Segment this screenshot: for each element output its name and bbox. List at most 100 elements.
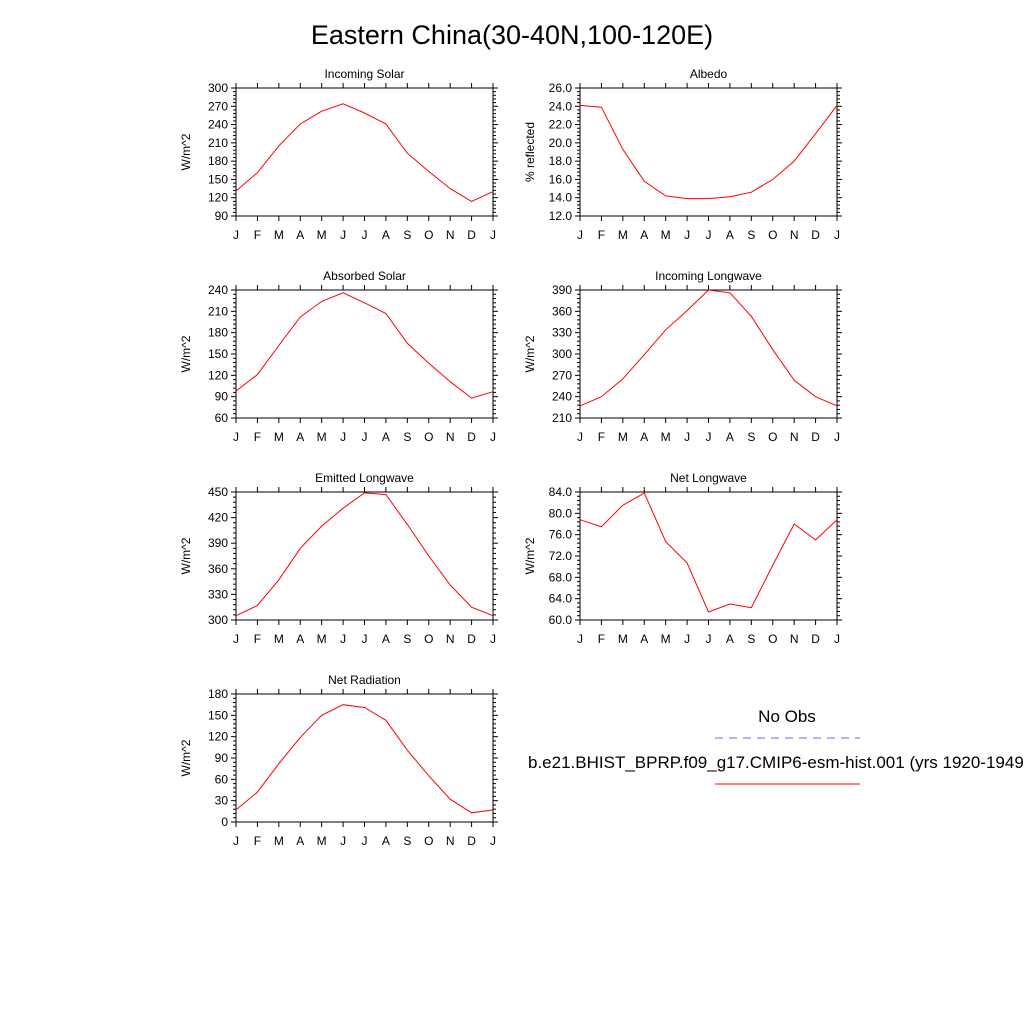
data-point: [751, 607, 752, 608]
x-tick-label: J: [233, 834, 239, 848]
y-tick-label: 0: [221, 815, 228, 829]
data-point: [342, 103, 343, 104]
y-tick-label: 180: [208, 326, 228, 340]
x-tick-label: A: [640, 632, 648, 646]
x-tick-label: D: [467, 430, 476, 444]
data-point: [407, 524, 408, 525]
x-tick-label: J: [834, 228, 840, 242]
data-point: [686, 562, 687, 563]
y-tick-label: 210: [208, 304, 228, 318]
chart-title: Incoming Solar: [324, 67, 404, 81]
data-point: [450, 584, 451, 585]
data-point: [579, 105, 580, 106]
data-point: [321, 526, 322, 527]
x-tick-label: F: [598, 632, 605, 646]
chart-title: Emitted Longwave: [315, 471, 414, 485]
x-tick-label: J: [490, 632, 496, 646]
x-tick-label: F: [254, 228, 261, 242]
x-tick-label: J: [706, 632, 712, 646]
data-point: [815, 539, 816, 540]
x-tick-label: M: [618, 430, 628, 444]
chart-panel: Incoming Solar W/m^2 90 120 150 180 210 240 270 3…: [179, 67, 498, 242]
x-tick-label: M: [661, 228, 671, 242]
data-point: [708, 198, 709, 199]
series-line: [235, 704, 494, 814]
y-tick-label: 90: [215, 390, 229, 404]
y-axis-label: W/m^2: [523, 335, 537, 372]
x-tick-label: J: [834, 430, 840, 444]
x-tick-label: M: [274, 632, 284, 646]
x-tick-label: J: [233, 430, 239, 444]
chart-panel: Absorbed Solar W/m^2 60 90 120 150 180 210 240 J F…: [179, 269, 498, 444]
x-tick-label: J: [706, 430, 712, 444]
y-tick-label: 12.0: [549, 209, 573, 223]
data-point: [815, 133, 816, 134]
y-tick-label: 390: [552, 283, 572, 297]
series-line: [235, 103, 494, 202]
data-point: [257, 792, 258, 793]
data-point: [772, 349, 773, 350]
y-tick-label: 300: [552, 347, 572, 361]
y-tick-label: 270: [552, 368, 572, 382]
x-tick-label: S: [747, 430, 755, 444]
x-tick-label: A: [726, 632, 734, 646]
x-tick-label: O: [424, 228, 433, 242]
y-tick-label: 150: [208, 172, 228, 186]
y-axis-label: W/m^2: [179, 133, 193, 170]
data-point: [385, 123, 386, 124]
y-tick-label: 90: [215, 209, 229, 223]
data-point: [364, 492, 365, 493]
x-tick-label: J: [834, 632, 840, 646]
y-tick-label: 120: [208, 368, 228, 382]
data-point: [235, 190, 236, 191]
x-tick-label: J: [362, 228, 368, 242]
data-point: [601, 107, 602, 108]
y-tick-label: 76.0: [549, 528, 573, 542]
x-tick-label: D: [467, 632, 476, 646]
data-point: [751, 192, 752, 193]
data-point: [364, 112, 365, 113]
y-tick-label: 60.0: [549, 613, 573, 627]
x-tick-label: D: [467, 228, 476, 242]
data-point: [772, 179, 773, 180]
y-tick-label: 80.0: [549, 506, 573, 520]
plot-frame: [235, 289, 494, 419]
data-point: [729, 603, 730, 604]
x-tick-label: M: [274, 834, 284, 848]
y-axis-label: W/m^2: [179, 537, 193, 574]
plot-frame: [579, 87, 838, 217]
x-tick-label: N: [446, 228, 455, 242]
data-point: [686, 310, 687, 311]
data-point: [794, 380, 795, 381]
data-point: [450, 799, 451, 800]
x-tick-label: N: [790, 228, 799, 242]
data-point: [708, 611, 709, 612]
x-tick-label: J: [490, 228, 496, 242]
x-tick-label: A: [296, 430, 304, 444]
data-point: [278, 763, 279, 764]
y-tick-label: 120: [208, 191, 228, 205]
series-line: [579, 104, 838, 200]
y-tick-label: 72.0: [549, 549, 573, 563]
data-point: [321, 715, 322, 716]
y-tick-label: 84.0: [549, 485, 573, 499]
plot-frame: [579, 289, 838, 419]
y-tick-label: 90: [215, 751, 229, 765]
x-tick-label: J: [490, 834, 496, 848]
data-point: [235, 390, 236, 391]
y-tick-label: 180: [208, 687, 228, 701]
data-point: [450, 188, 451, 189]
data-point: [428, 775, 429, 776]
x-tick-label: N: [446, 430, 455, 444]
x-tick-label: J: [684, 430, 690, 444]
y-tick-label: 210: [208, 136, 228, 150]
data-point: [492, 615, 493, 616]
data-point: [794, 161, 795, 162]
data-point: [471, 607, 472, 608]
x-tick-label: J: [340, 430, 346, 444]
x-tick-label: M: [618, 228, 628, 242]
y-tick-label: 24.0: [549, 99, 573, 113]
x-tick-label: J: [340, 228, 346, 242]
